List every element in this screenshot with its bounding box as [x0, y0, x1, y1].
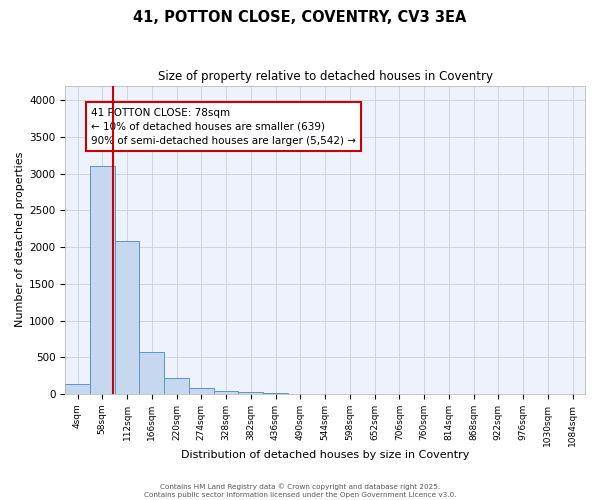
Bar [90, 166, 115, 394]
Bar [139, 352, 164, 394]
Text: 41 POTTON CLOSE: 78sqm
← 10% of detached houses are smaller (639)
90% of semi-de: 41 POTTON CLOSE: 78sqm ← 10% of detached… [91, 108, 356, 146]
X-axis label: Distribution of detached houses by size in Coventry: Distribution of detached houses by size … [181, 450, 469, 460]
Bar [189, 388, 214, 394]
Bar [164, 378, 189, 394]
Text: Contains HM Land Registry data © Crown copyright and database right 2025.
Contai: Contains HM Land Registry data © Crown c… [144, 484, 456, 498]
Bar [214, 391, 238, 394]
Title: Size of property relative to detached houses in Coventry: Size of property relative to detached ho… [158, 70, 493, 83]
Text: 41, POTTON CLOSE, COVENTRY, CV3 3EA: 41, POTTON CLOSE, COVENTRY, CV3 3EA [133, 10, 467, 25]
Bar [65, 384, 90, 394]
Bar [115, 241, 139, 394]
Bar [238, 392, 263, 394]
Y-axis label: Number of detached properties: Number of detached properties [15, 152, 25, 328]
